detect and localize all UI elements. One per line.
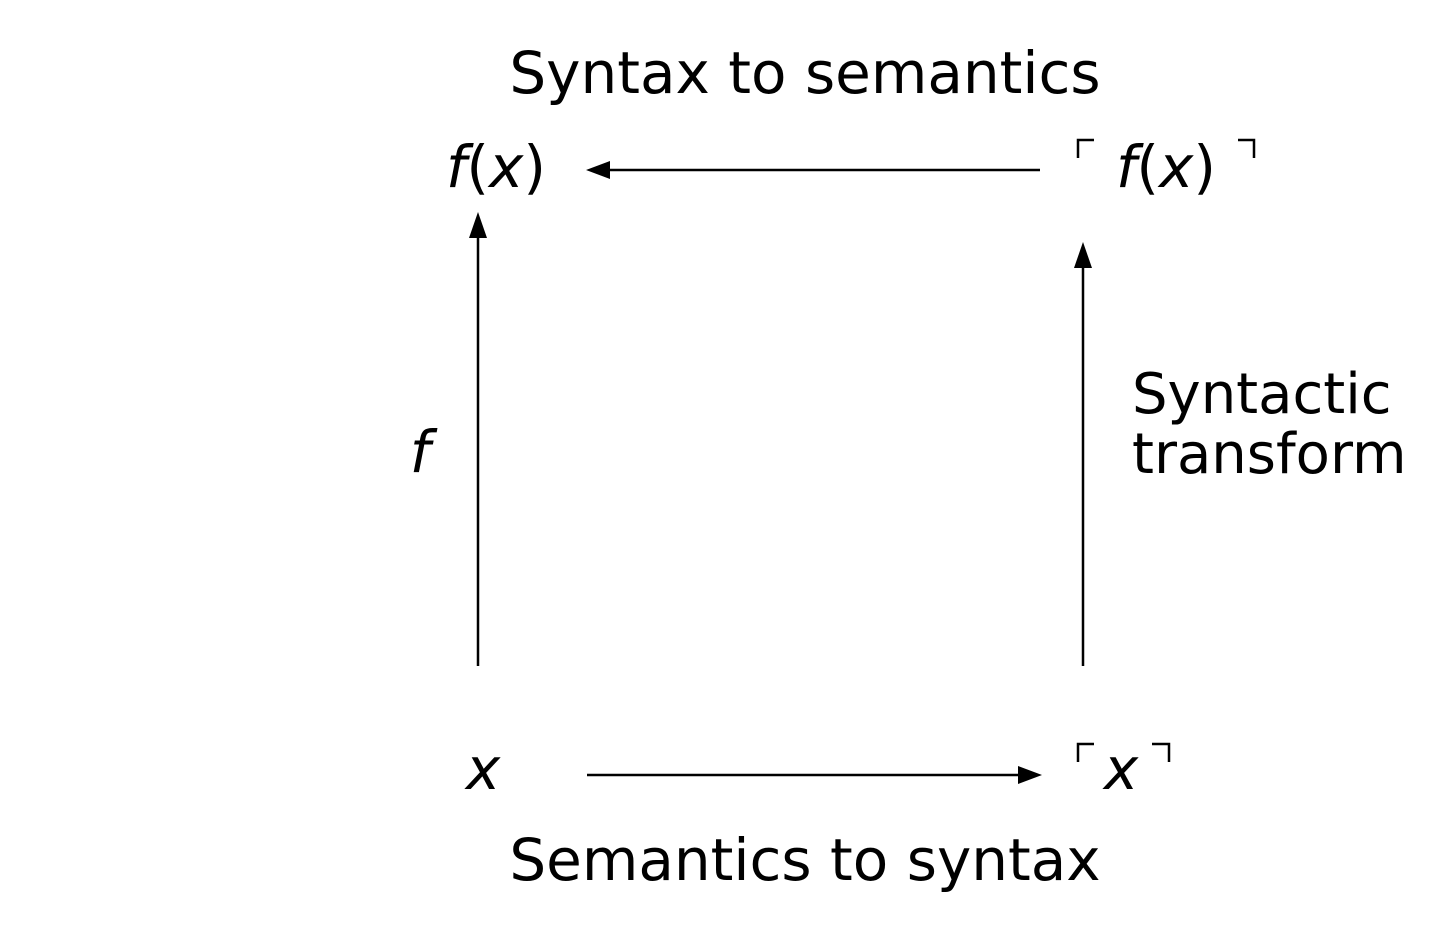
node-f-of-x-arg: x xyxy=(487,133,524,201)
syntactic-transform-label-line2: transform xyxy=(1132,422,1407,487)
node-f-of-x: f(x) xyxy=(446,133,546,201)
node-quoted-x: x xyxy=(1076,735,1171,803)
node-f-of-x-open: ( xyxy=(466,133,489,201)
node-x: x xyxy=(464,735,501,803)
syntax-to-semantics-label: Syntax to semantics xyxy=(509,39,1100,107)
node-quoted-x-arg: x xyxy=(1102,735,1139,803)
arrow-semantics-to-syntax xyxy=(587,766,1042,784)
right-quote-corner xyxy=(1238,138,1256,158)
node-quoted-f-of-x: f(x) xyxy=(1076,133,1256,201)
node-quoted-f-of-x-open: ( xyxy=(1136,133,1159,201)
semantics-to-syntax-label: Semantics to syntax xyxy=(509,826,1100,894)
left-quote-corner xyxy=(1076,742,1094,762)
svg-text:f(x): f(x) xyxy=(1116,133,1216,201)
arrow-function-f xyxy=(469,212,487,666)
right-quote-corner xyxy=(1152,742,1171,762)
syntactic-transform-label-line1: Syntactic xyxy=(1132,362,1392,427)
svg-text:f(x): f(x) xyxy=(446,133,546,201)
function-f-label: f xyxy=(410,418,438,486)
left-quote-corner xyxy=(1076,138,1094,158)
node-quoted-f-of-x-arg: x xyxy=(1157,133,1194,201)
arrow-syntax-to-semantics xyxy=(586,161,1040,179)
node-quoted-f-of-x-close: ) xyxy=(1193,133,1216,201)
node-f-of-x-close: ) xyxy=(523,133,546,201)
arrow-syntactic-transform xyxy=(1074,242,1092,666)
